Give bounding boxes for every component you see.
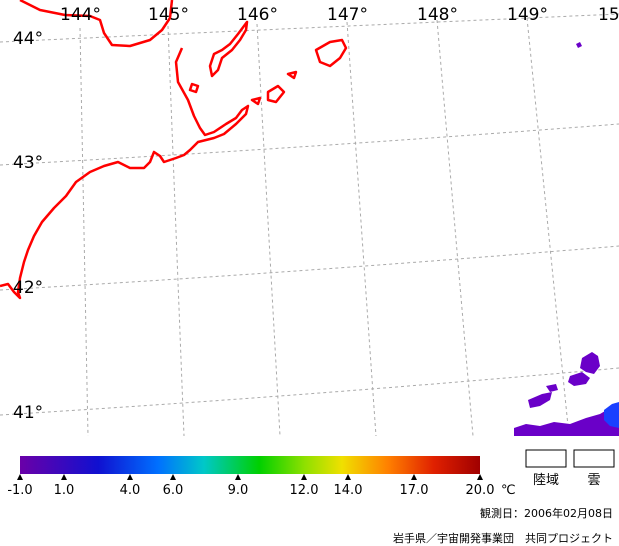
coastline — [0, 0, 348, 300]
lat-label-44: 44° — [13, 29, 43, 49]
lon-label-146: 146° — [237, 5, 278, 25]
tick-label: 17.0 — [400, 483, 429, 498]
latitude-grid — [0, 13, 619, 416]
lon-label-144: 144° — [60, 5, 101, 25]
temperature-legend: -1.0 1.0 4.0 6.0 9.0 12.0 14.0 17.0 20.0… — [7, 449, 615, 498]
observation-date: 観測日：2006年02月08日 — [480, 507, 613, 520]
lon-label-148: 148° — [417, 5, 458, 25]
lon-label-150: 15 — [598, 5, 619, 25]
scale-tick-labels: -1.0 1.0 4.0 6.0 9.0 12.0 14.0 17.0 20.0… — [7, 483, 515, 498]
lat-label-41: 41° — [13, 403, 43, 423]
lon-label-149: 149° — [507, 5, 548, 25]
tick-label: -1.0 — [7, 483, 32, 498]
lat-label-42: 42° — [13, 278, 43, 298]
tick-label: 4.0 — [120, 483, 141, 498]
cloud-swatch — [573, 449, 615, 468]
latitude-labels: 44° 43° 42° 41° — [13, 29, 43, 423]
tick-label: 20.0 — [466, 483, 495, 498]
lon-label-145: 145° — [148, 5, 189, 25]
project-credit: 岩手県／宇宙開発事業団 共同プロジェクト — [393, 532, 613, 545]
unit-label: ℃ — [501, 483, 516, 498]
longitude-grid — [79, 17, 570, 436]
lat-label-43: 43° — [13, 153, 43, 173]
cloud-label: 雲 — [587, 473, 600, 488]
sea-temperature-map: 144° 145° 146° 147° 148° 149° 15 44° 43°… — [0, 0, 619, 436]
sea-temperature-patches — [514, 42, 619, 436]
tick-label: 12.0 — [290, 483, 319, 498]
tick-label: 9.0 — [228, 483, 249, 498]
color-scale-bar — [20, 456, 480, 474]
lon-label-147: 147° — [327, 5, 368, 25]
tick-label: 14.0 — [334, 483, 363, 498]
land-label: 陸域 — [533, 472, 559, 488]
land-swatch — [525, 449, 567, 468]
tick-label: 1.0 — [54, 483, 75, 498]
longitude-labels: 144° 145° 146° 147° 148° 149° 15 — [60, 5, 619, 25]
tick-label: 6.0 — [163, 483, 184, 498]
